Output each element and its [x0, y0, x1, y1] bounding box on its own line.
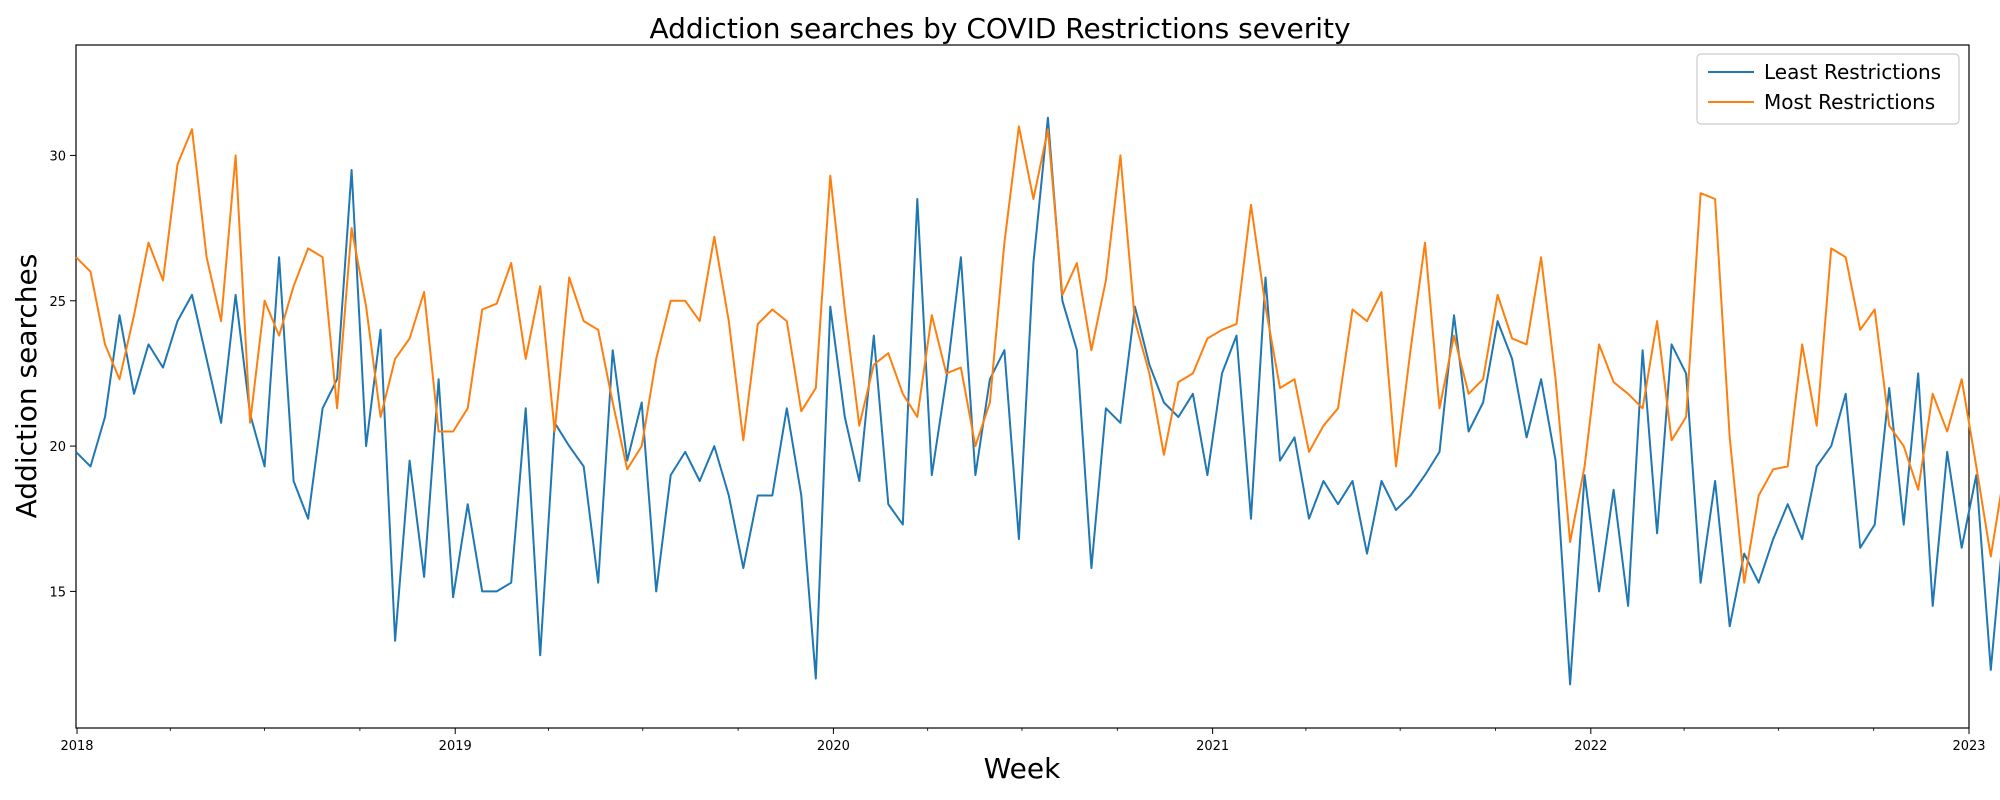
legend: Least Restrictions Most Restrictions: [1696, 53, 1960, 125]
x-tick-label: 2019: [439, 739, 472, 754]
x-tick-label: 2023: [1952, 739, 1985, 754]
y-axis-label: Addiction searches: [10, 254, 43, 519]
chart-title: Addiction searches by COVID Restrictions…: [649, 12, 1350, 45]
plot-area: [75, 44, 1970, 729]
y-tick-label: 15: [49, 585, 66, 600]
y-axis: 15 20 25 30: [49, 149, 76, 600]
x-axis-label: Week: [984, 752, 1061, 785]
plot-frame: [75, 44, 1970, 729]
series-group: [75, 116, 2000, 686]
y-tick-label: 20: [49, 440, 66, 455]
x-tick-label: 2018: [60, 739, 93, 754]
x-axis: 2018 2019 2020 2021 2022 2023: [60, 728, 1986, 754]
legend-box: [1696, 53, 1960, 125]
legend-label: Most Restrictions: [1764, 90, 1935, 114]
y-tick-label: 25: [49, 295, 66, 310]
x-tick-label: 2022: [1574, 739, 1607, 754]
x-tick-label: 2021: [1196, 739, 1229, 754]
y-tick-label: 30: [49, 149, 66, 164]
series-line-1: [75, 125, 2000, 584]
legend-label: Least Restrictions: [1764, 60, 1941, 84]
x-tick-label: 2020: [817, 739, 850, 754]
series-line-0: [75, 116, 2000, 686]
